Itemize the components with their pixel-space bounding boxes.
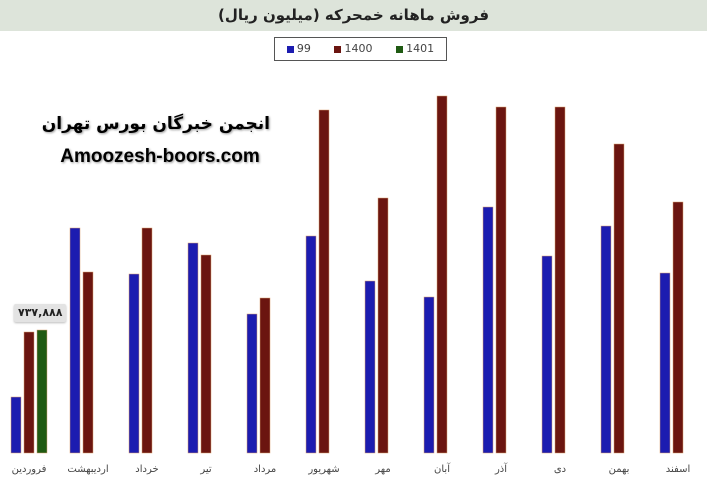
data-label: ۷۳۷,۸۸۸ bbox=[14, 304, 67, 322]
bar-99-0 bbox=[10, 396, 22, 454]
bar-99-10 bbox=[600, 225, 612, 454]
bar-1400-2 bbox=[141, 227, 153, 454]
x-tick-label: اردیبهشت bbox=[67, 464, 108, 475]
bar-1400-1 bbox=[82, 271, 94, 454]
x-tick-label: مرداد bbox=[254, 464, 277, 475]
x-tick-label: آذر bbox=[494, 462, 508, 475]
bar-99-11 bbox=[659, 272, 671, 454]
bar-1400-11 bbox=[672, 201, 684, 454]
legend: 99 1400 1401 bbox=[274, 37, 447, 61]
legend-swatch bbox=[334, 45, 342, 53]
x-tick-label: فروردین bbox=[12, 464, 47, 475]
bar-1400-3 bbox=[200, 254, 212, 454]
watermark-url: Amoozesh-boors.com bbox=[60, 146, 260, 167]
watermark-text: انجمن خبرگان بورس تهران bbox=[41, 114, 270, 134]
legend-item-1400: 1400 bbox=[334, 42, 372, 56]
bar-1400-6 bbox=[377, 197, 389, 454]
legend-label: 99 bbox=[296, 42, 311, 55]
x-tick-label: شهریور bbox=[307, 464, 339, 475]
legend-swatch bbox=[286, 45, 294, 53]
x-tick-label: آبان bbox=[434, 462, 451, 475]
legend-item-99: 99 bbox=[286, 42, 311, 56]
bar-1400-4 bbox=[259, 297, 271, 454]
chart-title: فروش ماهانه خمحرکه (میلیون ریال) bbox=[217, 6, 490, 24]
bar-99-3 bbox=[187, 242, 199, 454]
bar-99-9 bbox=[541, 255, 553, 454]
legend-item-1401: 1401 bbox=[396, 42, 434, 56]
bar-1400-0 bbox=[23, 331, 35, 454]
legend-label: 1401 bbox=[406, 42, 435, 55]
legend-swatch bbox=[396, 45, 404, 53]
bar-99-8 bbox=[482, 206, 494, 454]
x-tick-label: تیر bbox=[199, 464, 212, 475]
x-tick-label: مهر bbox=[374, 464, 390, 475]
title-bar bbox=[0, 0, 707, 31]
bar-1400-5 bbox=[318, 109, 330, 454]
legend-label: 1400 bbox=[344, 42, 373, 55]
bar-1400-10 bbox=[613, 143, 625, 454]
bar-99-1 bbox=[69, 227, 81, 454]
bar-99-2 bbox=[128, 273, 140, 454]
x-tick-label: خرداد bbox=[135, 464, 158, 475]
bar-1400-9 bbox=[554, 106, 566, 454]
bar-99-6 bbox=[364, 280, 376, 454]
bar-1401-0 bbox=[36, 329, 48, 454]
x-tick-label: دی bbox=[554, 464, 566, 475]
bar-99-5 bbox=[305, 235, 317, 454]
bar-99-7 bbox=[423, 296, 435, 454]
x-tick-label: اسفند bbox=[666, 464, 690, 475]
bar-99-4 bbox=[246, 313, 258, 454]
bar-1400-8 bbox=[495, 106, 507, 454]
bar-1400-7 bbox=[436, 95, 448, 454]
x-tick-label: بهمن bbox=[609, 464, 630, 475]
